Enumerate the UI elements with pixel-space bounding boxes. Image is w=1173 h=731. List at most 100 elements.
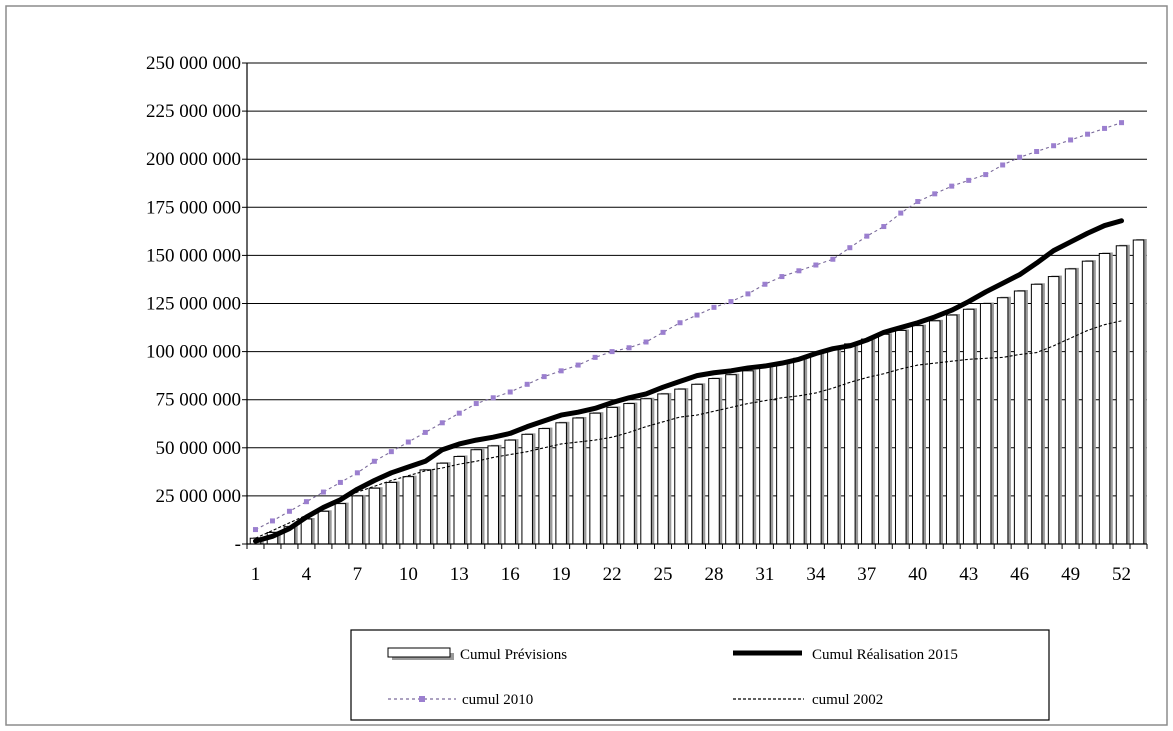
bar-cumul-previsions-15: [487, 445, 499, 545]
point-cumul-2010-28: [711, 304, 717, 310]
point-cumul-2010-6: [337, 479, 343, 485]
point-cumul-2010-42: [949, 183, 955, 189]
bar-cumul-previsions-33: [793, 357, 805, 545]
y-tick-label-4: 100 000 000: [146, 342, 241, 363]
legend-label-cumul-2002: cumul 2002: [812, 692, 883, 708]
bar-cumul-previsions-24: [640, 398, 652, 545]
point-cumul-2010-49: [1068, 137, 1074, 143]
point-cumul-2010-14: [473, 401, 479, 407]
bar-cumul-previsions-36: [844, 343, 856, 545]
chart-frame: [5, 5, 1168, 726]
legend-label-cumul-previsions: Cumul Prévisions: [460, 647, 567, 663]
bar-cumul-previsions-27: [691, 383, 703, 545]
point-cumul-2010-20: [575, 362, 581, 368]
bar-cumul-previsions-34: [810, 353, 822, 545]
point-cumul-2010-21: [592, 354, 598, 360]
point-cumul-2010-40: [915, 199, 921, 205]
point-cumul-2010-26: [677, 320, 683, 326]
axis-layer: - 25 000 000 50 000 000 75 000 000 100 000 0…: [146, 53, 1148, 585]
point-cumul-2010-35: [830, 256, 836, 262]
bar-cumul-previsions-48: [1047, 276, 1060, 545]
point-cumul-2010-16: [507, 389, 513, 395]
y-tick-label-8: 200 000 000: [146, 149, 241, 170]
y-tick-label-9: 225 000 000: [146, 101, 241, 122]
x-tick-label-43: 43: [959, 564, 978, 585]
x-tick-label-40: 40: [908, 564, 927, 585]
bar-cumul-previsions-44: [979, 303, 992, 545]
y-tick-label-6: 150 000 000: [146, 245, 241, 266]
bar-cumul-previsions-11: [419, 469, 432, 545]
y-tick-label-7: 175 000 000: [146, 197, 241, 218]
point-cumul-2010-7: [354, 470, 360, 476]
bar-cumul-previsions-43: [962, 308, 975, 545]
bar-cumul-previsions-32: [776, 362, 788, 545]
bar-cumul-previsions-25: [657, 393, 669, 545]
point-cumul-2010-22: [609, 349, 615, 355]
legend-swatch-cumul-2010-marker: [419, 696, 425, 702]
point-cumul-2010-36: [847, 245, 853, 251]
x-tick-label-28: 28: [704, 564, 723, 585]
bar-cumul-previsions-37: [861, 338, 873, 545]
bar-cumul-previsions-40: [911, 325, 924, 545]
point-cumul-2010-39: [898, 210, 904, 216]
bar-cumul-previsions-22: [606, 406, 618, 545]
bar-cumul-previsions-19: [555, 422, 567, 545]
point-cumul-2010-25: [660, 329, 666, 335]
point-cumul-2010-11: [422, 429, 428, 435]
point-cumul-2010-33: [796, 268, 802, 274]
point-cumul-2010-52: [1119, 120, 1125, 126]
point-cumul-2010-19: [558, 368, 564, 374]
point-cumul-2010-29: [728, 299, 734, 305]
point-cumul-2010-41: [932, 191, 938, 197]
point-cumul-2010-32: [779, 274, 785, 280]
x-tick-label-49: 49: [1061, 564, 1080, 585]
point-cumul-2010-48: [1051, 143, 1057, 149]
bar-cumul-previsions-4: [300, 518, 313, 545]
point-cumul-2010-43: [966, 177, 972, 183]
x-tick-label-37: 37: [857, 564, 876, 585]
point-cumul-2010-44: [983, 172, 989, 178]
point-cumul-2010-5: [320, 489, 326, 495]
point-cumul-2010-9: [388, 449, 394, 455]
point-cumul-2010-45: [1000, 162, 1006, 168]
bar-cumul-previsions-23: [623, 403, 635, 545]
bar-cumul-previsions-8: [368, 487, 381, 545]
bar-cumul-previsions-26: [674, 388, 686, 545]
point-cumul-2010-38: [881, 224, 887, 230]
point-cumul-2010-24: [643, 339, 649, 345]
point-cumul-2010-23: [626, 345, 632, 351]
y-tick-label-5: 125 000 000: [146, 294, 241, 315]
bar-cumul-previsions-46: [1013, 290, 1026, 545]
bar-cumul-previsions-41: [928, 320, 941, 545]
line-cumul-2002: [255, 320, 1122, 539]
point-cumul-2010-27: [694, 312, 700, 318]
bar-cumul-previsions-42: [945, 314, 958, 545]
bar-cumul-previsions-30: [742, 370, 754, 545]
point-cumul-2010-3: [286, 508, 292, 514]
point-cumul-2010-46: [1017, 154, 1023, 160]
bar-cumul-previsions-53: [1132, 239, 1145, 545]
bar-cumul-previsions-52: [1115, 245, 1128, 545]
point-cumul-2010-30: [745, 291, 751, 297]
x-tick-label-52: 52: [1112, 564, 1131, 585]
point-cumul-2010-17: [524, 381, 530, 387]
bar-cumul-previsions-18: [538, 428, 550, 545]
y-tick-label-10: 250 000 000: [146, 53, 241, 74]
bar-cumul-previsions-38: [878, 333, 890, 545]
x-tick-label-13: 13: [450, 564, 469, 585]
point-cumul-2010-47: [1034, 149, 1040, 155]
bar-cumul-previsions-28: [708, 378, 720, 545]
bar-cumul-previsions-10: [402, 476, 415, 545]
point-cumul-2010-50: [1085, 131, 1091, 137]
bar-cumul-previsions-7: [351, 495, 364, 545]
y-tick-label-2: 50 000 000: [156, 438, 242, 459]
bar-cumul-previsions-9: [385, 481, 398, 545]
x-tick-label-19: 19: [552, 564, 571, 585]
bar-cumul-previsions-12: [436, 462, 449, 545]
bar-layer: [249, 239, 1147, 545]
bar-cumul-previsions-5: [317, 510, 330, 545]
bar-cumul-previsions-49: [1064, 268, 1077, 545]
legend-swatch-cumul-previsions: [387, 647, 451, 658]
